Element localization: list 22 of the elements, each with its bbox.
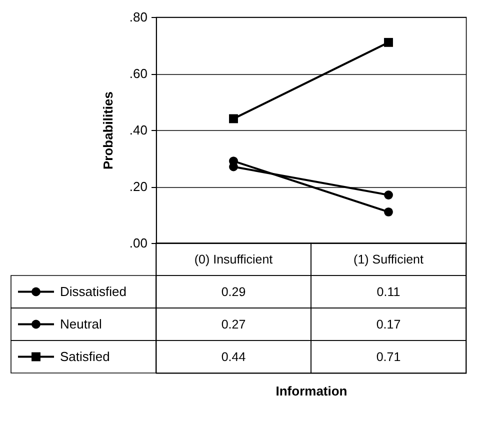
data-label: 0.44 [221, 350, 246, 364]
text: Information [276, 384, 348, 398]
data-label: 0.27 [221, 317, 246, 332]
data-label: 0.17 [376, 317, 401, 332]
y-tick-label: .20 [129, 179, 148, 194]
x-tick-label: (0) Insufficient [194, 252, 274, 266]
point [229, 114, 238, 124]
x-tick-label: (1) Sufficient [354, 252, 424, 266]
point [384, 38, 393, 47]
y-tick-label: .60 [129, 66, 148, 81]
y-tick-label: .00 [129, 236, 148, 250]
data-label: 0.71 [376, 350, 401, 364]
point [384, 190, 393, 200]
data-label: 0.11 [376, 284, 400, 299]
y-axis-title: Probabilities [100, 91, 116, 170]
legend-label: Dissatisfied [60, 284, 126, 299]
point [384, 207, 393, 216]
legend-label: Neutral [60, 316, 102, 332]
y-tick-label: .80 [129, 10, 148, 24]
y-tick-label: .40 [129, 122, 148, 138]
legend-label: Satisfied [60, 348, 110, 364]
data-label: 0.29 [221, 284, 246, 299]
